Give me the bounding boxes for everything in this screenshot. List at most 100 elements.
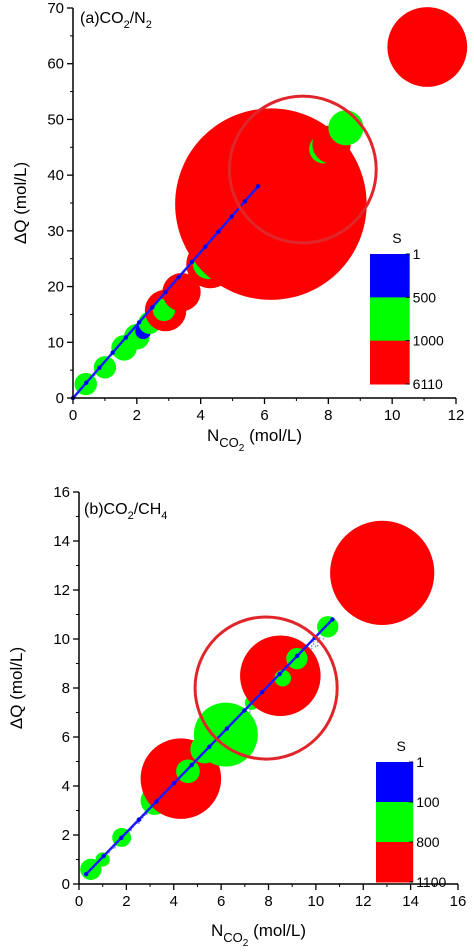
y-tick-label: 12 xyxy=(53,582,70,599)
line-marker xyxy=(83,872,89,877)
x-tick-label: 16 xyxy=(450,893,467,910)
dense-point xyxy=(314,645,317,648)
y-tick-label: 40 xyxy=(47,167,64,184)
y-axis-label: ΔQ (mol/L) xyxy=(7,647,26,729)
panel-label-sub: 2 xyxy=(128,510,134,522)
y-tick-label: 60 xyxy=(47,56,64,73)
dense-point xyxy=(114,846,116,849)
x-tick-label: 14 xyxy=(402,893,419,910)
dense-point xyxy=(312,643,315,646)
legend-title: S xyxy=(392,230,401,246)
line-marker xyxy=(255,184,261,189)
scatter-point xyxy=(330,520,435,625)
scatter-point xyxy=(328,110,364,146)
scatter-point xyxy=(95,852,110,867)
x-tick-label: 2 xyxy=(133,407,141,424)
scatter-point xyxy=(317,616,339,638)
scatter-point xyxy=(387,7,468,87)
x-axis-label: NCO2 (mol/L) xyxy=(207,426,302,454)
highlight-circle xyxy=(227,94,378,245)
legend-label: 800 xyxy=(416,834,440,850)
x-axis-label-sub: CO xyxy=(219,435,239,450)
legend-label: 1100 xyxy=(416,874,446,890)
line-marker xyxy=(119,835,124,840)
line-marker xyxy=(216,229,221,234)
line-marker xyxy=(84,380,89,386)
legend-band xyxy=(376,842,414,883)
legend-band xyxy=(376,802,414,843)
legend-band xyxy=(376,762,414,803)
line-marker xyxy=(176,274,181,280)
dense-point xyxy=(318,636,321,639)
x-axis-label-main: N xyxy=(211,921,223,940)
legend-label: 1 xyxy=(416,754,424,770)
x-axis-label-sub: CO xyxy=(223,930,243,945)
y-tick-label: 10 xyxy=(53,631,70,648)
legend-band xyxy=(370,340,410,385)
highlight-circle xyxy=(193,615,339,761)
y-tick-label: 10 xyxy=(47,334,64,351)
dense-point xyxy=(312,640,315,643)
x-axis-label-sub2: 2 xyxy=(239,443,245,454)
y-tick-label: 8 xyxy=(62,680,70,697)
line-marker xyxy=(136,320,142,325)
legend-label: 1000 xyxy=(413,333,444,349)
line-marker xyxy=(171,781,177,786)
panel-label-sub: 2 xyxy=(124,19,130,31)
legend-colorbar: S1 500 1000 6110 xyxy=(370,230,444,392)
legend-label: 100 xyxy=(416,794,440,810)
dense-point xyxy=(316,644,319,647)
x-tick-label: 10 xyxy=(384,407,401,424)
line-marker xyxy=(242,199,248,204)
legend-label: 1 xyxy=(413,246,421,262)
x-tick-label: 12 xyxy=(448,407,465,424)
x-tick-label: 6 xyxy=(217,893,225,910)
x-axis-label: NCO2 (mol/L) xyxy=(211,921,306,949)
panel-label-mid: /CH xyxy=(134,501,162,518)
line-marker xyxy=(259,690,265,695)
y-tick-label: 4 xyxy=(62,778,70,795)
line-marker xyxy=(101,853,106,859)
dense-point xyxy=(249,711,251,713)
line-marker xyxy=(136,817,142,822)
line-marker xyxy=(242,708,247,713)
x-tick-label: 12 xyxy=(355,893,372,910)
legend-band xyxy=(370,297,410,342)
dense-point xyxy=(310,647,313,650)
panel-label: (b)CO2/CH4 xyxy=(84,501,167,522)
y-tick-label: 30 xyxy=(47,223,64,240)
y-tick-label: 14 xyxy=(53,533,70,550)
x-axis-label-main: N xyxy=(207,426,219,445)
scatter-point xyxy=(162,272,201,312)
panel-label: (a)CO2/N2 xyxy=(80,10,152,31)
x-tick-label: 2 xyxy=(122,893,130,910)
legend-band xyxy=(370,254,410,298)
line-marker xyxy=(295,653,300,658)
scatter-point xyxy=(286,647,308,670)
x-tick-label: 6 xyxy=(260,407,268,424)
line-marker xyxy=(189,762,194,768)
y-axis-label: ΔQ (mol/L) xyxy=(11,162,30,244)
line-marker xyxy=(224,726,230,731)
line-marker xyxy=(163,289,168,295)
y-tick-label: 2 xyxy=(62,827,70,844)
dense-point xyxy=(322,637,325,640)
dense-point xyxy=(310,645,313,647)
line-marker xyxy=(203,244,208,249)
y-tick-label: 20 xyxy=(47,279,64,296)
x-tick-label: 0 xyxy=(69,407,77,424)
y-tick-label: 6 xyxy=(62,729,70,746)
legend-label: 500 xyxy=(413,289,437,305)
panel-label-mid: /N xyxy=(130,10,146,27)
y-tick-label: 0 xyxy=(62,876,70,893)
x-tick-label: 4 xyxy=(196,407,204,424)
legend-title: S xyxy=(397,738,406,754)
dense-point xyxy=(137,822,140,825)
scatter-point xyxy=(193,702,258,767)
panel-label-sub2: 2 xyxy=(146,19,152,31)
x-tick-label: 4 xyxy=(170,893,178,910)
panel-label-main: (b)CO xyxy=(84,501,128,518)
